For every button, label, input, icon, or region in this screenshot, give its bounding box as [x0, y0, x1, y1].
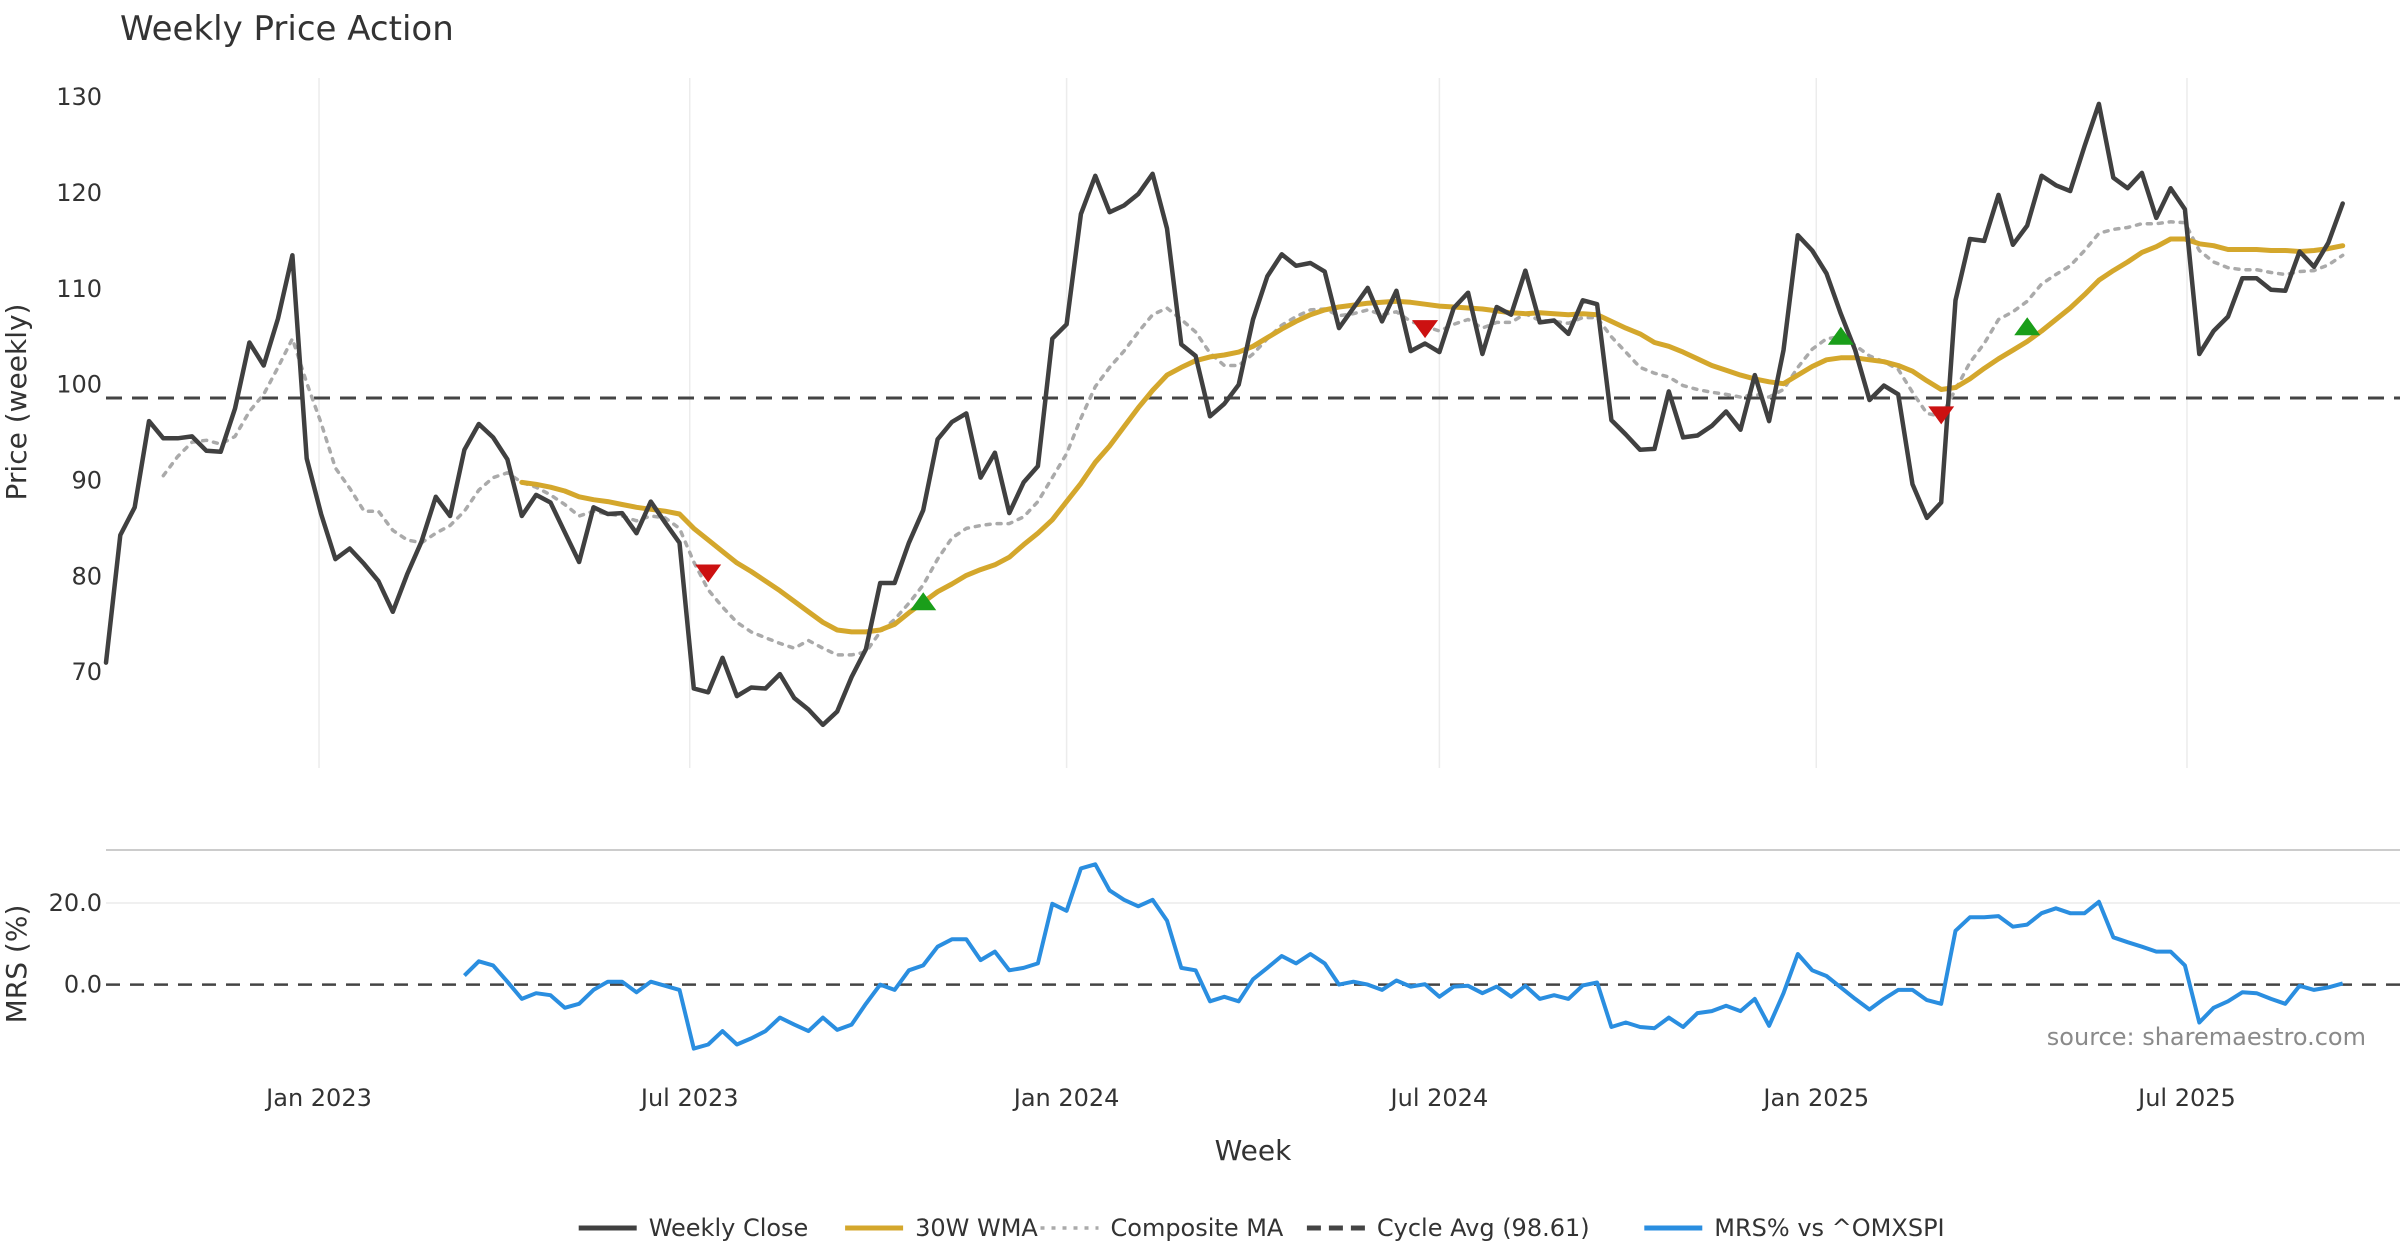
x-axis-ticks: Jan 2023 Jul 2023 Jan 2024 Jul 2024 Jan 2025… [264, 1084, 2236, 1112]
x-tick-label: Jan 2023 [264, 1084, 372, 1112]
buy-signal-marker [1827, 326, 1854, 345]
legend: Weekly Close 30W WMA Composite MA Cycle Avg… [578, 1214, 1945, 1242]
sell-signal-marker [1928, 406, 1955, 425]
legend-label-cycle-avg-98-61: Cycle Avg (98.61) [1377, 1214, 1590, 1242]
price-x-gridlines [318, 78, 2188, 768]
price-y-tick-label: 130 [56, 83, 102, 111]
series-line-30w-wma [519, 236, 2346, 635]
x-tick-label: Jul 2024 [1389, 1084, 1489, 1112]
legend-label-mrs-vs-omxspi: MRS% vs ^OMXSPI [1714, 1214, 1944, 1242]
price-series-group [103, 101, 2346, 728]
mrs-panel: 0.0 20.0 MRS (%) source: sharemaestro.com [0, 862, 2400, 1051]
legend-label-composite-ma: Composite MA [1111, 1214, 1284, 1242]
price-y-axis-label: Price (weekly) [0, 304, 33, 501]
legend-label-weekly-close: Weekly Close [649, 1214, 809, 1242]
source-note: source: sharemaestro.com [2047, 1023, 2366, 1051]
chart-title: Weekly Price Action [120, 9, 454, 49]
price-y-tick-label: 90 [71, 467, 102, 495]
mrs-y-tick-label: 20.0 [49, 889, 102, 917]
sell-signal-marker [695, 564, 722, 583]
signal-markers [695, 317, 2041, 611]
mrs-y-ticks: 0.0 20.0 [49, 889, 102, 999]
mrs-y-axis-label: MRS (%) [0, 905, 33, 1024]
price-y-tick-label: 80 [71, 562, 102, 590]
series-line-weekly-close [103, 101, 2345, 728]
x-tick-label: Jul 2025 [2136, 1084, 2236, 1112]
legend-label-30w-wma: 30W WMA [915, 1214, 1038, 1242]
sell-signal-marker [1412, 320, 1439, 339]
x-axis-label: Week [1215, 1134, 1292, 1167]
mrs-y-tick-label: 0.0 [64, 971, 102, 999]
price-panel: 70 80 90 100 110 120 130 Price (weekly) [0, 78, 2400, 768]
buy-signal-marker [2014, 317, 2041, 336]
series-line-mrs-vs-omxspi [462, 862, 2344, 1051]
price-y-tick-label: 120 [56, 179, 102, 207]
price-y-tick-label: 100 [56, 371, 102, 399]
mrs-series-group [462, 862, 2344, 1051]
x-tick-label: Jan 2025 [1761, 1084, 1869, 1112]
x-tick-label: Jul 2023 [639, 1084, 739, 1112]
x-tick-label: Jan 2024 [1012, 1084, 1120, 1112]
price-y-tick-label: 110 [56, 275, 102, 303]
buy-signal-marker [910, 592, 937, 611]
price-y-tick-label: 70 [71, 658, 102, 686]
price-y-ticks: 70 80 90 100 110 120 130 [56, 83, 102, 686]
